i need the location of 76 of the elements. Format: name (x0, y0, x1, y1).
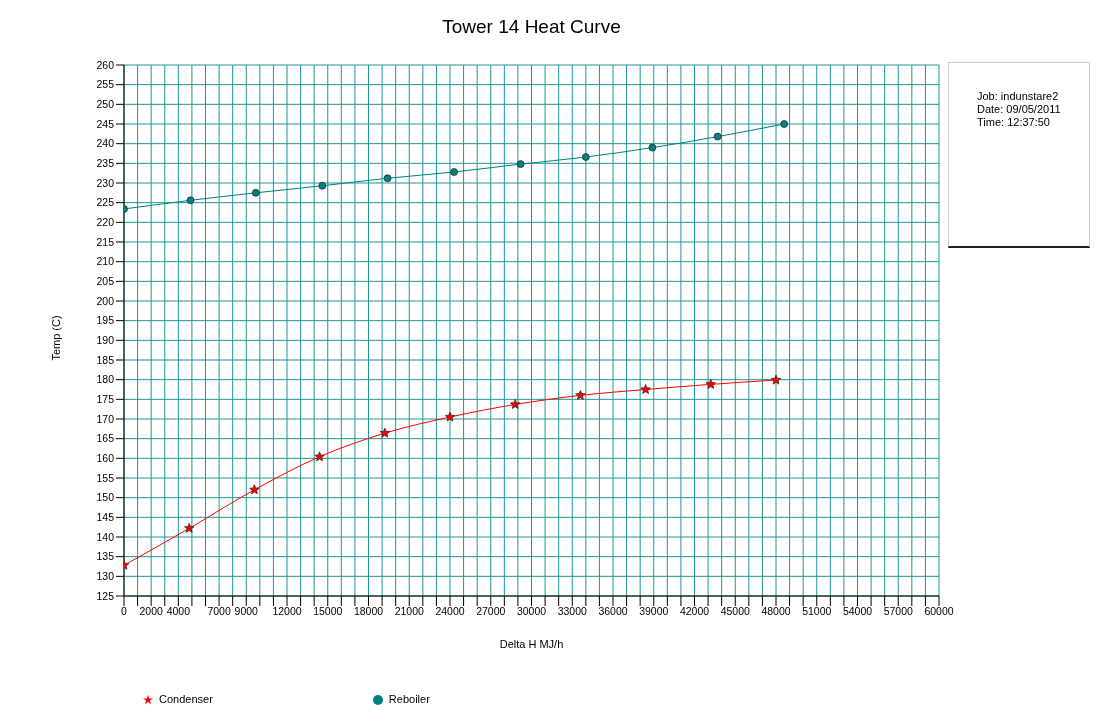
y-tick-label: 230 (96, 176, 115, 189)
y-tick-label: 150 (96, 491, 115, 504)
legend-label: Reboiler (388, 692, 430, 705)
x-tick-label: 30000 (516, 605, 547, 618)
point (780, 120, 788, 128)
y-tick-label: 220 (96, 216, 115, 229)
y-tick-label: 225 (96, 196, 115, 209)
y-tick-label: 155 (96, 471, 115, 484)
point (379, 427, 390, 438)
x-tick-label: 36000 (598, 605, 628, 618)
y-tick-label: 180 (96, 373, 115, 386)
x-tick-label: 9000 (234, 605, 259, 618)
x-tick-label: 7000 (207, 605, 231, 618)
point (770, 374, 782, 385)
chart-title: Tower 14 Heat Curve (441, 16, 622, 38)
point (186, 196, 195, 205)
y-tick-label: 185 (96, 353, 115, 366)
x-tick-label: 45000 (720, 605, 751, 618)
point (510, 399, 521, 409)
y-tick-label: 125 (96, 589, 115, 602)
y-tick-label: 205 (96, 275, 115, 288)
x-tick-label: 2000 (139, 605, 164, 618)
y-tick-label: 195 (96, 314, 115, 327)
x-tick-label: 42000 (679, 605, 710, 618)
x-tick-label: 18000 (353, 605, 384, 618)
point (640, 384, 651, 394)
x-tick-label: 57000 (883, 605, 914, 618)
y-tick-label: 235 (96, 157, 115, 170)
info-box: Job: indunstare2 Date: 09/05/2011 Time: 12:37:50 (948, 62, 1090, 248)
x-tick-label: 33000 (557, 605, 588, 618)
x-tick-label: 4000 (166, 605, 191, 618)
x-tick-label: 60000 (924, 605, 954, 618)
y-tick-label: 200 (96, 294, 115, 307)
y-tick-label: 250 (96, 98, 115, 111)
y-tick-label: 160 (96, 452, 115, 465)
point (251, 188, 260, 197)
legend-label: Condenser (159, 692, 213, 705)
y-tick-label: 140 (96, 530, 115, 543)
y-axis-title: Temp (C) (50, 315, 62, 361)
point (516, 160, 525, 168)
point (184, 523, 195, 533)
point (581, 153, 590, 161)
point (713, 132, 722, 141)
y-tick-label: 255 (96, 78, 115, 91)
point (648, 143, 657, 152)
y-tick-label: 215 (96, 235, 115, 248)
point (444, 411, 456, 422)
x-tick-label: 15000 (313, 605, 343, 618)
x-tick-label: 24000 (435, 605, 465, 618)
y-tick-label: 190 (96, 334, 115, 347)
point (383, 174, 392, 183)
y-tick-label: 165 (96, 432, 115, 445)
point (249, 484, 260, 495)
x-axis-title: Delta H MJ/h (499, 638, 564, 650)
point (450, 168, 458, 176)
x-tick-label: 12000 (272, 605, 302, 618)
point (318, 181, 327, 190)
y-tick-label: 240 (96, 137, 115, 150)
y-tick-label: 210 (96, 255, 115, 268)
x-tick-label: 39000 (639, 605, 669, 618)
x-tick-label: 51000 (802, 605, 832, 618)
y-tick-label: 145 (96, 511, 115, 524)
y-tick-label: 175 (96, 393, 115, 406)
x-tick-label: 27000 (476, 605, 506, 618)
y-tick-label: 260 (96, 58, 115, 71)
y-tick-label: 245 (96, 117, 115, 130)
x-tick-label: 21000 (394, 605, 425, 618)
y-tick-label: 130 (96, 570, 115, 583)
x-tick-label: 54000 (842, 605, 873, 618)
x-tick-label: 48000 (761, 605, 791, 618)
point (314, 451, 325, 462)
point (575, 390, 586, 400)
x-tick-label: 0 (121, 605, 128, 618)
y-tick-label: 135 (96, 550, 115, 563)
y-tick-label: 170 (96, 412, 115, 425)
point (705, 379, 716, 389)
